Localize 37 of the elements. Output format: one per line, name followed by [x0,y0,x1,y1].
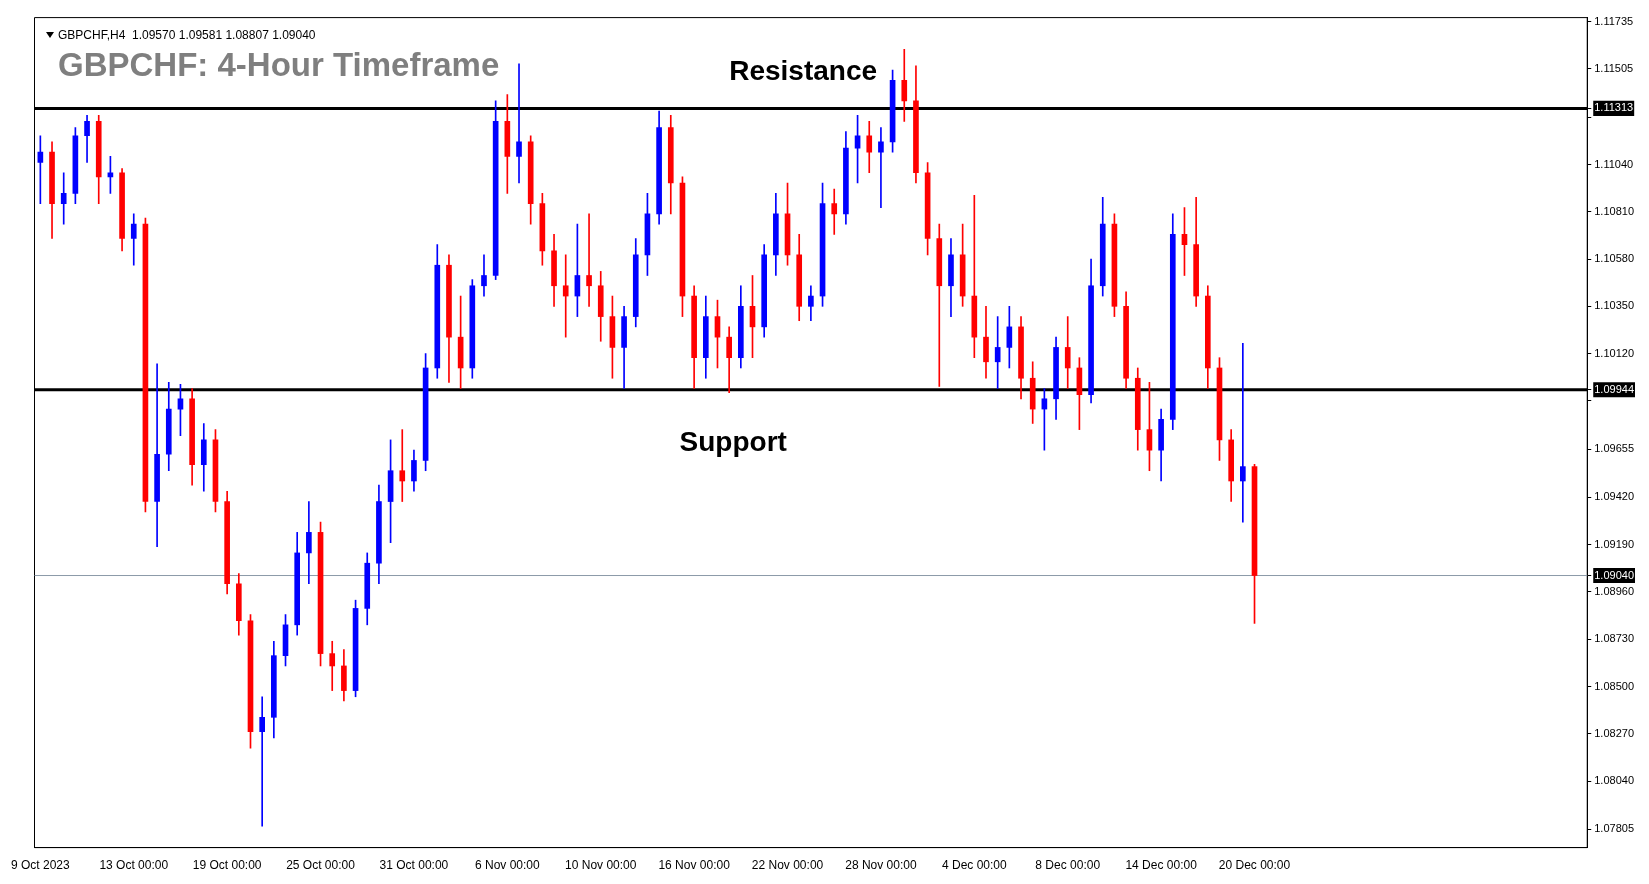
y-tick-label: 1.10580 [1594,252,1634,265]
x-tick-label: 10 Nov 00:00 [565,858,637,873]
x-tick-label: 6 Nov 00:00 [474,858,541,873]
y-tick-label: 1.09944 [1594,382,1634,395]
y-tick-label: 1.10810 [1594,204,1634,217]
y-tick-label: 1.09420 [1594,490,1634,503]
text: GBPCHF,H4 1.09570 1.09581 1.08807 1.09040 [58,28,316,42]
y-tick-label: 1.08960 [1594,584,1634,597]
y-tick-label: 1.11735 [1594,14,1634,27]
y-tick-label: 1.07805 [1594,822,1634,835]
x-tick-label: 16 Nov 00:00 [658,858,731,873]
x-tick-label: 19 Oct 00:00 [192,858,262,873]
y-tick-label: 1.11040 [1594,157,1634,170]
y-tick-label: 1.09040 [1594,568,1634,581]
x-tick-label: 13 Oct 00:00 [99,858,169,873]
y-tick-label: 1.08500 [1594,679,1634,692]
y-tick-label: 1.08270 [1594,726,1634,739]
text: GBPCHF: 4-Hour Timeframe [58,46,500,84]
y-tick-label: 1.10120 [1594,346,1634,359]
x-tick-label: 22 Nov 00:00 [751,858,824,873]
y-tick-label: 1.11313 [1594,101,1634,114]
x-tick-label: 4 Dec 00:00 [941,858,1007,873]
y-tick-label: 1.08730 [1594,632,1634,645]
x-tick-label: 25 Oct 00:00 [286,858,356,873]
ref-line-label: Support [679,426,787,458]
x-tick-label: 31 Oct 00:00 [379,858,449,873]
x-tick-label: 9 Oct 2023 [10,858,71,873]
x-tick-label: 28 Nov 00:00 [845,858,917,873]
y-tick-label: 1.09190 [1594,537,1634,550]
ref-line-label: Resistance [729,55,878,87]
y-tick-label: 1.11505 [1594,62,1634,75]
y-tick-label: 1.09655 [1594,442,1634,455]
x-tick-label: 8 Dec 00:00 [1035,858,1101,873]
x-tick-label: 14 Dec 00:00 [1125,858,1198,873]
y-tick-label: 1.08040 [1594,774,1634,787]
y-tick-label: 1.10350 [1594,299,1634,312]
x-tick-label: 20 Dec 00:00 [1218,858,1291,873]
